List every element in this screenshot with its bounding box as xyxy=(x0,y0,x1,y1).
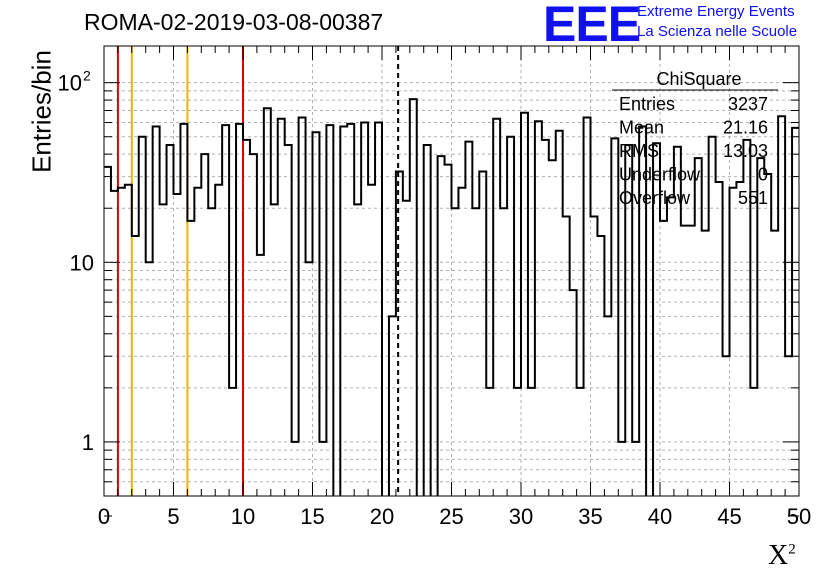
chart-title: ROMA-02-2019-03-08-00387 xyxy=(84,9,384,35)
histogram-series xyxy=(104,98,799,496)
stats-row-value: 21.16 xyxy=(723,118,768,138)
y-tick-label: 1 xyxy=(82,430,94,455)
x-tick-label: 30 xyxy=(509,504,533,529)
x-tick-label: 5 xyxy=(167,504,179,529)
x-tick-label: 50 xyxy=(787,504,811,529)
y-tick-label-exponent: 2 xyxy=(83,68,91,84)
stats-row-label: Underflow xyxy=(619,165,701,185)
x-tick-label: 15 xyxy=(300,504,324,529)
x-axis-label-superscript: 2 xyxy=(788,541,796,558)
x-axis-label: X2 xyxy=(768,540,796,572)
stats-row-value: 0 xyxy=(758,165,768,185)
logo-caption-line2: La Scienza nelle Scuole xyxy=(637,23,798,40)
stats-row-label: Entries xyxy=(619,94,675,114)
stats-row-value: 3237 xyxy=(728,94,768,114)
x-tick-label: 35 xyxy=(578,504,602,529)
stats-row-label: Mean xyxy=(619,118,664,138)
x-tick-label: 25 xyxy=(439,504,463,529)
grid-lines xyxy=(104,46,799,496)
x-tick-label: 45 xyxy=(717,504,741,529)
stats-row-value: 13.03 xyxy=(723,141,768,161)
logo-caption-line1: Extreme Energy Events xyxy=(637,3,795,20)
stats-row-value: 551 xyxy=(738,188,768,208)
x-tick-label: 0 xyxy=(98,504,110,529)
stats-box-title: ChiSquare xyxy=(656,69,741,89)
y-tick-label: 10 xyxy=(70,250,94,275)
eee-logo: EEE xyxy=(543,0,641,52)
axis-ticks xyxy=(103,46,800,517)
y-tick-label: 10 xyxy=(58,71,82,96)
x-axis-label-base: X xyxy=(768,540,789,571)
stats-row-label: Overflow xyxy=(619,188,691,208)
x-tick-label: 40 xyxy=(648,504,672,529)
stats-row-label: RMS xyxy=(619,141,659,161)
x-tick-label: 20 xyxy=(370,504,394,529)
x-tick-label: 10 xyxy=(231,504,255,529)
